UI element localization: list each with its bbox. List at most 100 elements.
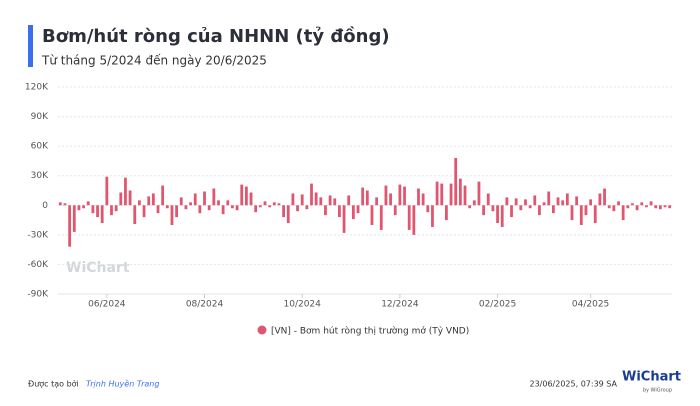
bar xyxy=(63,203,67,206)
bar xyxy=(556,197,560,206)
y-tick-label: 0 xyxy=(42,201,48,211)
bar xyxy=(100,205,104,224)
bar xyxy=(207,205,211,211)
watermark: WiChart xyxy=(66,260,130,276)
bar xyxy=(212,188,216,206)
y-tick-label: -30K xyxy=(27,230,49,240)
bar xyxy=(389,193,392,206)
x-tick-label: 08/2024 xyxy=(186,300,224,310)
bar xyxy=(668,205,672,209)
bar xyxy=(547,191,551,206)
legend-label: [VN] - Bơm hút ròng thị trường mở (Tỷ VN… xyxy=(271,326,469,337)
bar xyxy=(291,193,295,206)
y-tick-label: -60K xyxy=(27,260,49,270)
bar xyxy=(128,190,132,206)
bar xyxy=(254,205,258,213)
bar xyxy=(231,205,234,209)
bar xyxy=(645,205,648,208)
bar xyxy=(491,205,495,212)
bar xyxy=(114,205,118,212)
bar xyxy=(282,205,285,218)
bar xyxy=(575,196,579,206)
bar xyxy=(249,192,253,206)
bar xyxy=(649,201,653,206)
x-tick-label: 12/2024 xyxy=(381,300,419,310)
bar xyxy=(463,185,467,206)
bar xyxy=(528,205,532,209)
bar xyxy=(110,205,113,216)
y-tick-label: 90K xyxy=(31,112,49,122)
bar xyxy=(91,205,95,214)
bar xyxy=(300,194,304,206)
bar xyxy=(621,205,625,221)
bar xyxy=(426,205,430,213)
bar xyxy=(635,205,639,211)
bar xyxy=(138,200,141,206)
bar xyxy=(351,205,355,220)
bar xyxy=(398,184,402,206)
bar xyxy=(77,205,81,211)
x-tick-label: 10/2024 xyxy=(284,300,322,310)
bar xyxy=(593,205,597,224)
bar xyxy=(412,205,416,235)
chart-title: Bơm/hút ròng của NHNN (tỷ đồng) xyxy=(42,26,390,47)
bar xyxy=(151,193,155,206)
bar xyxy=(198,205,202,214)
bar xyxy=(263,201,267,206)
bar xyxy=(384,185,388,206)
bar xyxy=(617,201,620,206)
x-tick-label: 04/2025 xyxy=(572,300,609,310)
bar xyxy=(235,205,239,211)
bar xyxy=(486,193,490,206)
bar xyxy=(96,205,99,218)
bar xyxy=(226,200,230,206)
bar xyxy=(68,205,72,247)
bar xyxy=(142,205,146,218)
bar xyxy=(175,205,179,218)
bar xyxy=(454,157,458,206)
bar xyxy=(658,205,662,210)
bar xyxy=(277,203,281,206)
bar xyxy=(603,188,606,206)
bar xyxy=(305,205,309,210)
y-tick-label: -90K xyxy=(27,290,49,300)
bar xyxy=(468,205,472,209)
y-tick-label: 120K xyxy=(25,83,49,93)
bar xyxy=(570,205,574,221)
bar xyxy=(379,205,383,230)
bar xyxy=(319,197,323,206)
bar xyxy=(663,205,667,208)
bar xyxy=(189,202,192,206)
bar xyxy=(258,205,262,208)
bar xyxy=(217,200,220,206)
bar xyxy=(524,199,527,206)
x-tick-label: 02/2025 xyxy=(479,300,516,310)
bar xyxy=(631,203,634,206)
bar xyxy=(221,205,225,215)
bar xyxy=(565,193,569,206)
bar xyxy=(584,205,588,216)
bar xyxy=(431,205,434,227)
legend-marker xyxy=(257,325,267,335)
bar xyxy=(203,191,206,206)
bar xyxy=(598,193,602,206)
bar xyxy=(184,205,188,210)
bar xyxy=(333,198,337,206)
bar xyxy=(156,205,160,214)
bar xyxy=(407,205,411,230)
bar xyxy=(170,205,174,225)
bar xyxy=(500,205,504,227)
bar xyxy=(477,181,481,206)
footer-author[interactable]: Trịnh Huyền Trang xyxy=(86,379,159,389)
bar xyxy=(607,205,611,209)
bar xyxy=(589,199,592,206)
bar xyxy=(579,205,583,225)
bar xyxy=(356,205,360,214)
bar xyxy=(538,205,541,216)
bar xyxy=(472,200,476,206)
bar xyxy=(124,177,127,206)
bar xyxy=(342,205,346,233)
y-tick-label: 30K xyxy=(31,171,49,181)
bar xyxy=(449,183,453,206)
